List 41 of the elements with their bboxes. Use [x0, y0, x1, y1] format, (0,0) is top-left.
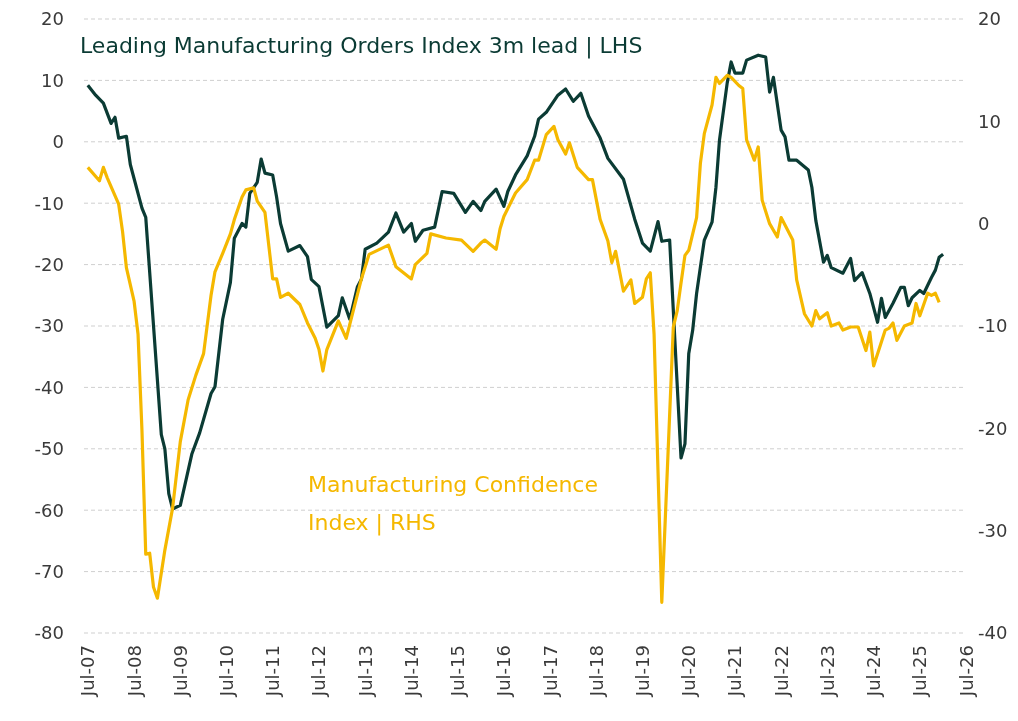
y2-tick-label: -40: [978, 622, 1008, 644]
x-tick-label: Jul-24: [863, 645, 885, 698]
x-tick-label: Jul-07: [77, 645, 99, 698]
y2-tick-label: -20: [978, 417, 1008, 439]
x-tick-label: Jul-12: [308, 645, 330, 698]
x-tick-label: Jul-08: [123, 645, 145, 698]
y2-tick-label: -30: [978, 520, 1008, 542]
y-tick-label: -50: [34, 438, 64, 460]
x-tick-label: Jul-10: [215, 645, 237, 698]
x-tick-label: Jul-14: [400, 645, 422, 698]
series-label: Leading Manufacturing Orders Index 3m lead | LHS: [80, 32, 643, 61]
y-tick-label: -80: [34, 622, 64, 644]
y2-tick-label: -10: [978, 315, 1008, 337]
y-tick-label: -60: [34, 499, 64, 521]
y2-tick-label: 10: [978, 110, 1001, 132]
y-tick-label: -10: [34, 192, 64, 214]
y-tick-label: 10: [41, 69, 64, 91]
x-tick-label: Jul-26: [955, 645, 977, 698]
x-tick-label: Jul-11: [262, 645, 284, 698]
x-tick-label: Jul-23: [816, 645, 838, 698]
x-tick-label: Jul-22: [770, 645, 792, 698]
x-tick-label: Jul-19: [631, 645, 653, 698]
x-tick-label: Jul-21: [724, 645, 746, 698]
x-tick-label: Jul-13: [354, 645, 376, 698]
x-tick-label: Jul-18: [585, 645, 607, 698]
x-tick-label: Jul-25: [909, 645, 931, 698]
y2-tick-label: 20: [978, 8, 1001, 30]
line-series: [86, 73, 941, 604]
y-tick-label: -20: [34, 253, 64, 275]
y2-tick-label: 0: [978, 213, 990, 235]
x-tick-label: Jul-16: [493, 645, 515, 698]
x-tick-label: Jul-17: [539, 645, 561, 698]
y-tick-label: 20: [41, 8, 64, 30]
y-tick-label: -70: [34, 560, 64, 582]
y-tick-label: -30: [34, 315, 64, 337]
y-tick-label: 0: [52, 131, 64, 153]
x-tick-label: Jul-09: [169, 645, 191, 698]
x-tick-label: Jul-20: [678, 645, 700, 698]
x-tick-label: Jul-15: [447, 645, 469, 698]
y-tick-label: -40: [34, 376, 64, 398]
text: Manufacturing Confidence Index | RHS: [308, 471, 599, 538]
